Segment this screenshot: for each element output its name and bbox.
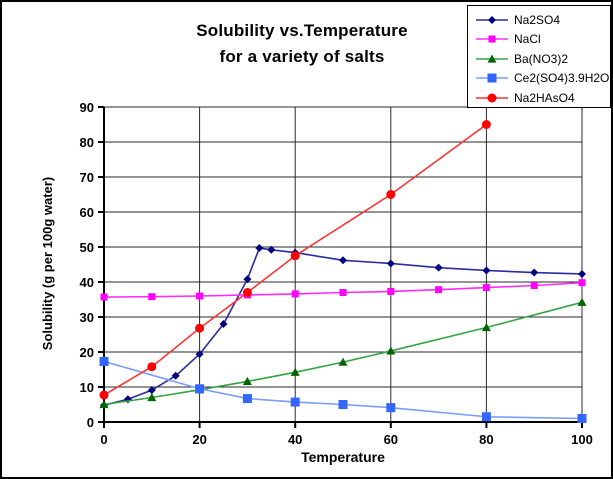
series-marker-na2so4 (171, 371, 180, 380)
series-marker-nacl (435, 286, 443, 294)
series-marker-ba-no3-2 (290, 367, 300, 376)
series-marker-nacl (196, 292, 204, 300)
chart-title-line2: for a variety of salts (219, 47, 385, 66)
series-marker-na2so4 (255, 244, 264, 253)
legend-label: Na2SO4 (514, 12, 561, 27)
series-marker-na2so4 (147, 386, 156, 395)
series-marker-na2haso4 (290, 251, 300, 261)
y-tick-label: 70 (80, 170, 94, 185)
x-tick-label: 20 (192, 432, 206, 447)
series-marker-ce2-so4-3-9h2o (195, 384, 205, 394)
y-tick-label: 20 (80, 345, 94, 360)
y-tick-label: 10 (80, 380, 94, 395)
series-marker-ba-no3-2 (481, 323, 491, 332)
series-marker-ce2-so4-3-9h2o (242, 394, 252, 404)
series-marker-nacl (100, 293, 108, 301)
y-tick-label: 40 (80, 275, 94, 290)
legend-label: NaCl (514, 32, 541, 47)
legend-sample-marker (488, 35, 496, 43)
circle-legend-marker-icon (476, 93, 508, 103)
series-marker-na2so4 (219, 320, 228, 328)
series-marker-ba-no3-2 (147, 393, 157, 402)
series-marker-ce2-so4-3-9h2o (481, 412, 491, 422)
series-marker-nacl (578, 279, 586, 287)
series-marker-na2so4 (434, 263, 443, 272)
square-legend-marker-icon (476, 73, 508, 83)
legend-sample-marker (488, 15, 496, 24)
legend-sample-marker (487, 93, 497, 103)
triangle-legend-marker-icon (476, 54, 508, 63)
y-tick-label: 60 (80, 205, 94, 220)
legend-label: Ce2(SO4)3.9H2O (514, 71, 610, 86)
series-marker-na2so4 (339, 256, 347, 265)
series-marker-nacl (291, 290, 299, 298)
series-marker-na2haso4 (147, 362, 157, 372)
series-line-na2so4 (103, 247, 583, 406)
series-marker-na2haso4 (195, 323, 205, 333)
series-marker-na2so4 (482, 266, 491, 275)
series-marker-na2haso4 (99, 390, 109, 400)
series-marker-na2so4 (243, 275, 252, 284)
y-tick-label: 0 (87, 415, 94, 430)
legend-item: Na2SO4 (474, 10, 610, 30)
series-marker-nacl (148, 293, 156, 301)
series-marker-ce2-so4-3-9h2o (577, 414, 587, 423)
series-marker-ce2-so4-3-9h2o (338, 400, 348, 409)
series-marker-ba-no3-2 (577, 297, 587, 306)
legend: Na2SO4 NaCl Ba(NO3)2 Ce2(SO4)3.9H2O Na2HAsO4 (467, 5, 611, 108)
x-tick-label: 80 (479, 432, 493, 447)
diamond-legend-marker-icon (476, 15, 508, 24)
series-marker-na2so4 (195, 350, 204, 359)
chart-title-line1: Solubility vs.Temperature (196, 21, 408, 40)
series-marker-nacl (530, 282, 538, 289)
series-marker-na2haso4 (481, 120, 491, 129)
series-marker-ba-no3-2 (242, 376, 252, 385)
x-tick-label: 40 (288, 432, 302, 447)
y-tick-label: 50 (80, 240, 94, 255)
series-line-ce2-so4-3-9h2o (103, 360, 583, 420)
y-axis-title: Solubility (g per 100g water) (40, 176, 55, 351)
legend-label: Na2HAsO4 (514, 90, 575, 105)
series-marker-ba-no3-2 (386, 346, 396, 355)
chart-title: Solubility vs.Temperature for a variety … (62, 18, 542, 70)
series-marker-na2haso4 (242, 288, 252, 297)
series-marker-nacl (339, 289, 347, 296)
series-marker-na2so4 (578, 269, 586, 278)
legend-label: Ba(NO3)2 (514, 51, 569, 66)
legend-item: Ba(NO3)2 (474, 49, 610, 69)
legend-sample-marker (487, 54, 497, 63)
y-tick-label: 90 (80, 100, 94, 115)
series-marker-na2so4 (267, 245, 276, 254)
series-marker-ba-no3-2 (338, 357, 348, 366)
series-marker-na2haso4 (386, 190, 396, 199)
series-marker-na2so4 (386, 259, 395, 268)
y-tick-label: 30 (80, 310, 94, 325)
square-legend-marker-icon (476, 35, 508, 43)
legend-item: NaCl (474, 30, 610, 50)
x-axis-title: Temperature (301, 449, 385, 465)
series-line-ba-no3-2 (103, 301, 583, 406)
legend-item: Na2HAsO4 (474, 88, 610, 108)
series-marker-ba-no3-2 (99, 400, 109, 409)
y-tick-label: 80 (80, 135, 94, 150)
series-marker-ce2-so4-3-9h2o (386, 403, 396, 413)
x-tick-label: 0 (100, 432, 107, 447)
series-marker-na2so4 (530, 268, 539, 277)
legend-sample-marker (487, 73, 497, 83)
legend-item: Ce2(SO4)3.9H2O (474, 69, 610, 89)
series-marker-ce2-so4-3-9h2o (99, 356, 109, 366)
series-marker-nacl (482, 284, 490, 292)
series-marker-ce2-so4-3-9h2o (290, 397, 300, 407)
x-tick-label: 60 (384, 432, 398, 447)
series-marker-nacl (387, 287, 395, 295)
x-tick-label: 100 (571, 432, 593, 447)
